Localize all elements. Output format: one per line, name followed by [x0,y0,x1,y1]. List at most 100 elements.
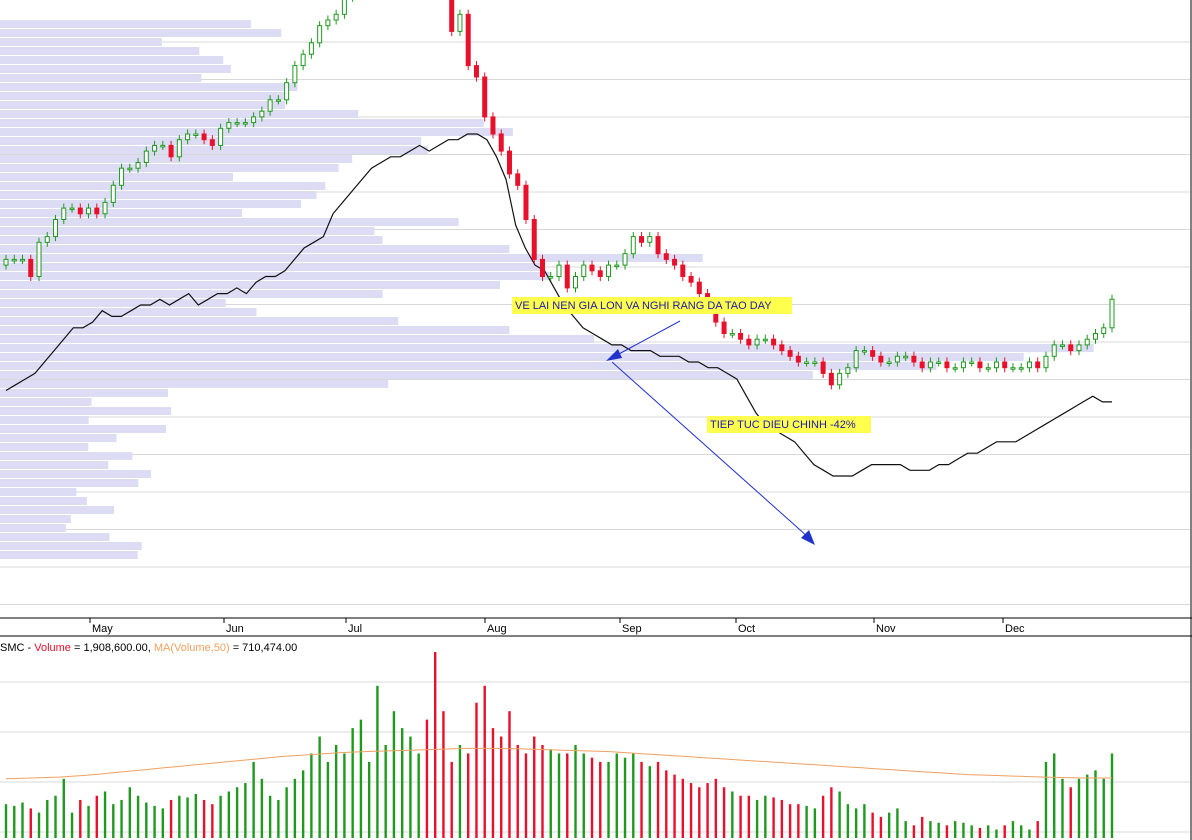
volume-bar [1036,821,1039,838]
candle [828,368,834,390]
volume-bar [978,827,982,838]
candle [861,346,867,356]
candle [317,21,323,48]
candle-body [465,13,471,67]
volume-bar [70,812,74,838]
profile-bar [0,110,359,118]
candle-body [143,150,149,164]
candle [119,163,125,190]
candle-body [548,276,554,279]
candle [944,357,950,373]
candle [69,203,75,213]
candle-body [614,264,620,268]
volume-bar [1086,774,1089,838]
candle-body [284,82,290,101]
candle-body [234,122,240,125]
profile-bar [0,254,703,262]
candle [845,363,851,378]
candle [556,260,562,282]
profile-bar [0,452,133,460]
candle-body [1010,367,1016,370]
volume-bars [4,652,1114,838]
volume-bar [747,795,751,838]
volume-bar [846,804,850,838]
candle [333,9,339,25]
volume-bar [879,816,883,838]
candle-body [449,0,455,32]
volume-bar [722,787,726,838]
volume-bar [739,795,742,838]
candle [457,9,463,36]
candle-body [919,361,925,369]
volume-bar [615,753,618,838]
candle-body [630,236,636,255]
candle [449,0,455,36]
volume-bar [945,825,949,838]
volume-bar [318,736,321,838]
profile-bar [0,335,594,343]
volume-bar [805,805,808,838]
volume-bar [871,812,874,838]
candle-body [61,207,67,221]
candle-body [490,116,496,135]
candle-body [1092,333,1098,340]
volume-bar [194,794,198,838]
volume-bar [830,787,833,838]
candle [639,232,645,247]
profile-bar [0,317,399,325]
volume-bar [13,805,16,838]
candle-body [969,361,975,364]
volume-bar [986,825,990,838]
profile-bar [0,344,1094,352]
candle [564,260,570,293]
candle-body [135,162,141,169]
candle-body [160,144,166,148]
volume-bar [623,757,627,838]
candle-body [1101,327,1107,334]
volume-bar [343,753,346,838]
profile-bar [0,362,937,370]
candle [135,157,141,173]
candle [729,328,735,339]
candle-body [1018,367,1024,370]
volume-bar [367,761,371,838]
candle-body [845,367,851,374]
candle [1109,294,1115,333]
candle-body [985,367,991,370]
candle-body [152,144,158,152]
volume-bar [673,774,676,838]
profile-bar [0,389,169,397]
volume-bar [359,719,363,838]
candle [226,118,232,133]
candle-body [729,333,735,336]
candle-body [853,350,859,369]
candle-body [1084,338,1090,346]
profile-bar [0,47,200,55]
profile-bar [0,470,152,478]
volume-bar [46,799,49,838]
month-label: Nov [876,623,896,635]
volume-bar [186,797,189,838]
candle-body [259,110,265,118]
volume-bar [1028,829,1031,838]
volume-bar [95,795,98,838]
candle [870,346,876,361]
volume-bar [714,778,718,838]
candle [787,346,793,361]
candle-body [242,122,248,125]
volume-profile [0,20,1094,559]
candle-body [119,167,125,186]
candle-body [1035,361,1041,369]
legend-sep: - [24,642,34,654]
candle [36,237,42,282]
annotation-arrows [606,320,815,545]
candle-body [589,264,595,272]
profile-bar [0,488,77,496]
candle-body [927,361,933,369]
volume-bar [838,791,841,838]
candle [1010,363,1016,373]
candle [680,260,686,282]
volume-bar [755,799,759,838]
candle-body [20,258,26,262]
candle [259,106,265,122]
